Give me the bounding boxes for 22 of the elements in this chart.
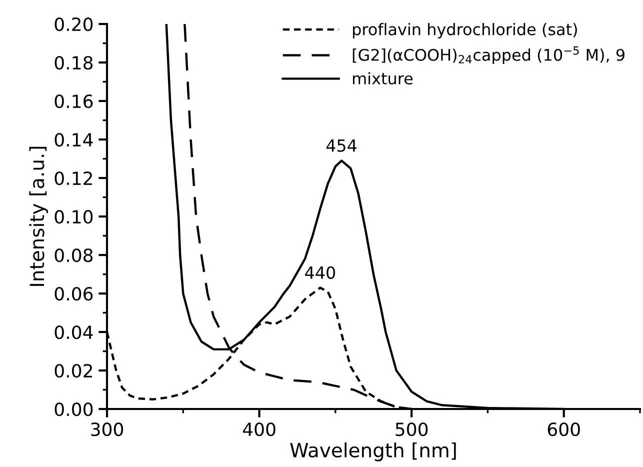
y-tick-label: 0.00	[54, 402, 93, 416]
y-axis-title: Intensity [a.u.]	[29, 146, 48, 286]
y-tick-label: 0.10	[54, 210, 93, 224]
legend-label: [G2](αCOOH)$_{24}$capped (10$^{−5}$ M), 9	[352, 46, 624, 64]
y-tick-label: 0.20	[54, 17, 93, 32]
x-tick-label: 300	[91, 422, 124, 436]
x-tick-label: 400	[242, 422, 276, 436]
x-tick-label: 500	[396, 422, 428, 436]
x-axis-title: Wavelength [nm]	[290, 442, 456, 462]
annotation: 440	[305, 266, 335, 279]
y-tick-label: 0.14	[54, 132, 93, 147]
y-tick-label: 0.04	[54, 325, 93, 340]
y-tick-label: 0.16	[54, 94, 93, 108]
annotation: 454	[326, 140, 356, 152]
y-tick-label: 0.12	[54, 171, 92, 186]
legend-label: mixture	[352, 72, 413, 84]
y-tick-label: 0.18	[54, 56, 93, 70]
y-tick-label: 0.08	[54, 248, 93, 262]
legend-label: proflavin hydrochloride (sat)	[352, 22, 577, 38]
y-tick-label: 0.06	[54, 286, 93, 301]
y-tick-label: 0.02	[54, 364, 92, 378]
x-tick-label: 600	[548, 422, 580, 436]
